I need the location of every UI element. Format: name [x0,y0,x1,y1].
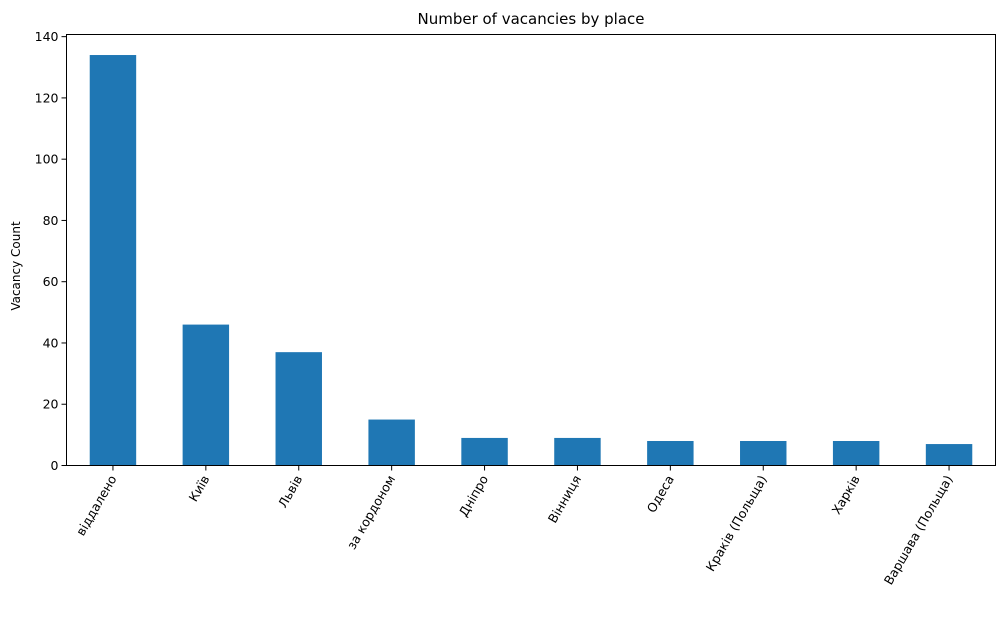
y-tick-label-6: 120 [35,90,59,105]
y-tick-label-0: 0 [51,458,59,473]
y-tick-label-5: 100 [35,152,59,167]
bar-1 [182,324,230,466]
y-tick-label-7: 140 [35,29,59,44]
chart-title: Number of vacancies by place [417,10,644,28]
bar-4 [461,437,508,466]
plot-frame [66,34,996,466]
x-tick-label-6: Одеса [644,473,677,516]
bar-5 [554,437,601,466]
x-axis: віддалено Київ Львів за кордоном Дніпро Вінни… [73,465,956,588]
bars-group [89,55,973,466]
x-tick-label-4: Дніпро [456,473,492,520]
bar-0 [89,55,137,466]
bar-7 [740,440,787,466]
x-tick-label-2: Львів [275,473,305,511]
y-tick-label-2: 40 [43,335,59,350]
bar-2 [275,352,322,466]
bar-8 [832,440,880,466]
x-tick-label-1: Київ [186,473,213,505]
y-tick-label-4: 80 [43,213,59,228]
y-tick-label-3: 60 [43,274,59,289]
x-tick-label-7: Краків (Польща) [703,473,770,574]
bar-3 [368,419,415,466]
y-tick-label-1: 20 [43,397,59,412]
y-axis: 0 20 40 60 80 100 120 140 [35,29,67,473]
x-tick-label-9: Варшава (Польща) [881,473,956,588]
x-tick-label-8: Харків [828,473,862,517]
bar-6 [647,440,694,466]
bar-9 [925,444,973,466]
x-tick-label-5: Вінниця [545,473,584,526]
y-axis-label: Vacancy Count [9,221,23,311]
x-tick-label-0: віддалено [73,473,120,539]
x-tick-label-3: за кордоном [344,473,398,552]
